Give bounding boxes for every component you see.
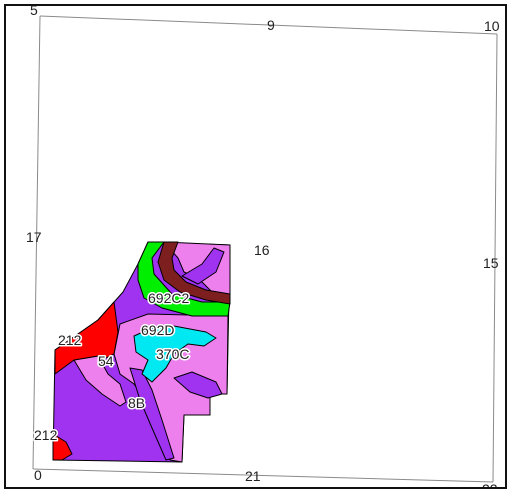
map-frame: 5 9 10 17 16 15 0 21 22 692C2 692D 370C … [4,4,507,489]
section-lines [32,15,498,483]
section-number-top-right: 10 [484,18,500,34]
section-line-right [492,33,498,483]
section-number-center: 16 [254,242,270,258]
soil-polygon-purple-pocket[interactable] [173,371,223,399]
section-number-bottom: 21 [245,468,261,484]
section-line-left [32,15,41,470]
soil-polygon-green-692c2[interactable] [137,241,231,317]
section-number-top-left: 5 [30,4,38,18]
soil-polygon-purple-notch[interactable] [181,247,225,285]
soil-label: 8B [128,395,145,411]
soil-label: 692D [141,322,174,338]
section-number-bottom-right: 22 [482,481,498,489]
soil-polygon-red-212[interactable] [54,301,119,375]
soil-polygons [52,241,231,463]
section-line-bottom [32,468,494,483]
soil-polygon-red-212-lower[interactable] [52,433,73,461]
soil-label: 370C [156,346,189,362]
soil-polygon-maroon[interactable] [157,241,231,305]
soil-label: 212 [34,427,58,443]
soil-label: 212 [58,332,82,348]
soil-unit-labels: 692C2 692D 370C 212 54 8B 212 [33,289,191,445]
soil-map: 5 9 10 17 16 15 0 21 22 692C2 692D 370C … [26,4,500,489]
section-number-top: 9 [267,17,275,33]
section-number-labels: 5 9 10 17 16 15 0 21 22 [26,4,500,489]
section-number-right: 15 [483,255,499,271]
section-line-top [39,15,498,35]
soil-label: 54 [98,353,114,369]
soil-polygon-cyan-370c[interactable] [133,325,217,383]
soil-polygon-pink-left[interactable] [73,355,127,407]
soil-label: 692C2 [148,290,189,306]
section-number-bottom-left: 0 [34,467,42,483]
section-number-left: 17 [26,229,42,245]
